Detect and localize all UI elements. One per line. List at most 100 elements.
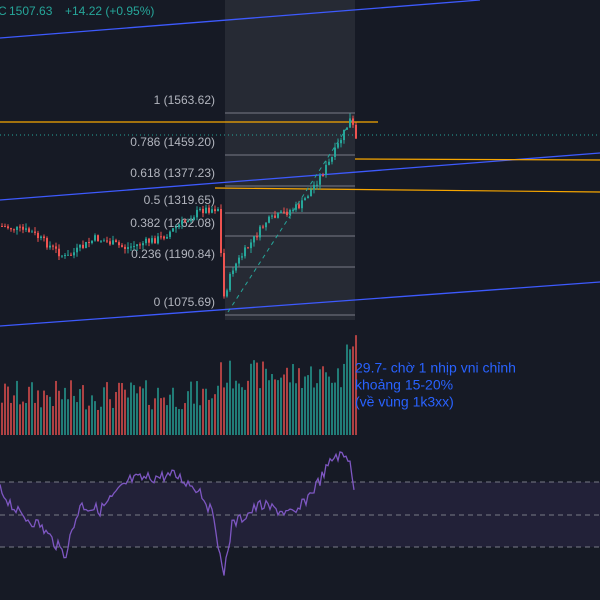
volume-bar bbox=[40, 407, 42, 435]
candle-body bbox=[337, 143, 339, 148]
volume-bar bbox=[202, 388, 204, 435]
volume-bar bbox=[16, 380, 18, 435]
volume-bar bbox=[271, 374, 273, 435]
candle-body bbox=[154, 238, 156, 244]
volume-bar bbox=[214, 394, 216, 435]
candle-body bbox=[127, 247, 129, 249]
candle-body bbox=[151, 238, 153, 243]
candle-body bbox=[313, 184, 315, 190]
volume-bar bbox=[217, 385, 219, 435]
candle-body bbox=[67, 254, 69, 256]
volume-bar bbox=[124, 389, 126, 435]
candle-body bbox=[262, 226, 264, 228]
volume-bar bbox=[241, 387, 243, 435]
candle-body bbox=[271, 215, 273, 217]
candle-body bbox=[310, 189, 312, 197]
fib-label: 0 (1075.69) bbox=[154, 295, 215, 309]
fib-trend bbox=[227, 119, 353, 313]
volume-bar bbox=[22, 401, 24, 435]
trend-line bbox=[0, 152, 600, 201]
fib-label: 0.5 (1319.65) bbox=[144, 193, 215, 207]
candle-body bbox=[328, 161, 330, 165]
volume-bar bbox=[223, 387, 225, 435]
candle-body bbox=[346, 127, 348, 130]
volume-bar bbox=[307, 375, 309, 435]
volume-bar bbox=[352, 346, 354, 435]
candle-body bbox=[88, 242, 90, 244]
volume-bar bbox=[274, 379, 276, 435]
candle-body bbox=[301, 200, 303, 209]
candle-body bbox=[229, 274, 231, 291]
candle-body bbox=[169, 231, 171, 237]
trend-line bbox=[0, 0, 481, 39]
candle-body bbox=[226, 290, 228, 297]
fib-label: 0.382 (1262.08) bbox=[130, 216, 215, 230]
volume-bar bbox=[181, 409, 183, 435]
volume-bar bbox=[259, 388, 261, 435]
candle-body bbox=[241, 256, 243, 258]
volume-bar bbox=[166, 405, 168, 435]
volume-bar bbox=[211, 398, 213, 435]
candle-body bbox=[295, 204, 297, 210]
volume-bar bbox=[4, 383, 6, 435]
volume-bar bbox=[97, 409, 99, 435]
volume-bar bbox=[148, 404, 150, 435]
candle-body bbox=[37, 232, 39, 239]
candle-body bbox=[112, 240, 114, 245]
volume-bar bbox=[319, 369, 321, 435]
volume-bar bbox=[130, 382, 132, 435]
candle-body bbox=[64, 254, 66, 256]
volume-bar bbox=[250, 363, 252, 435]
candle-body bbox=[220, 208, 222, 254]
volume-bar bbox=[280, 377, 282, 435]
annotation-line: khoảng 15-20% bbox=[355, 377, 453, 393]
volume-bar bbox=[283, 374, 285, 435]
candle-body bbox=[157, 236, 159, 244]
candle-body bbox=[142, 243, 144, 246]
volume-bar bbox=[256, 362, 258, 435]
volume-bar bbox=[310, 366, 312, 435]
volume-bar bbox=[139, 386, 141, 435]
candle-body bbox=[307, 196, 309, 199]
candle-body bbox=[196, 209, 198, 218]
candle-body bbox=[166, 236, 168, 239]
volume-bar bbox=[52, 406, 54, 435]
volume-bar bbox=[340, 387, 342, 435]
candle-body bbox=[256, 236, 258, 238]
volume-bar bbox=[67, 399, 69, 435]
candle-body bbox=[286, 211, 288, 215]
volume-bar bbox=[76, 402, 78, 435]
candle-body bbox=[244, 247, 246, 257]
volume-bar bbox=[136, 393, 138, 435]
candle-body bbox=[304, 198, 306, 201]
volume-bar bbox=[121, 383, 123, 435]
candle-body bbox=[28, 228, 30, 232]
volume-bar bbox=[37, 390, 39, 435]
candle-body bbox=[316, 184, 318, 186]
volume-bar bbox=[10, 402, 12, 435]
volume-bar bbox=[289, 382, 291, 435]
candle-body bbox=[40, 236, 42, 239]
h-line bbox=[214, 187, 600, 193]
candle-body bbox=[355, 124, 357, 139]
horizontal-lines bbox=[0, 121, 600, 193]
volume-bar bbox=[205, 388, 207, 435]
candle-body bbox=[124, 246, 126, 249]
candle-body bbox=[163, 236, 165, 239]
candle-body bbox=[322, 174, 324, 176]
candle-body bbox=[109, 241, 111, 245]
candle-body bbox=[181, 220, 183, 225]
h-line bbox=[354, 158, 600, 161]
candle-body bbox=[52, 245, 54, 247]
candle-body bbox=[325, 164, 327, 175]
volume-bar bbox=[160, 398, 162, 435]
volume-bar bbox=[106, 382, 108, 435]
volume-bar bbox=[19, 404, 21, 435]
volume-bar bbox=[208, 399, 210, 435]
volume-bar bbox=[61, 399, 63, 435]
volume-bar bbox=[1, 402, 3, 435]
candle-body bbox=[205, 207, 207, 214]
volume-bar bbox=[112, 407, 114, 435]
volume-bar bbox=[184, 403, 186, 435]
